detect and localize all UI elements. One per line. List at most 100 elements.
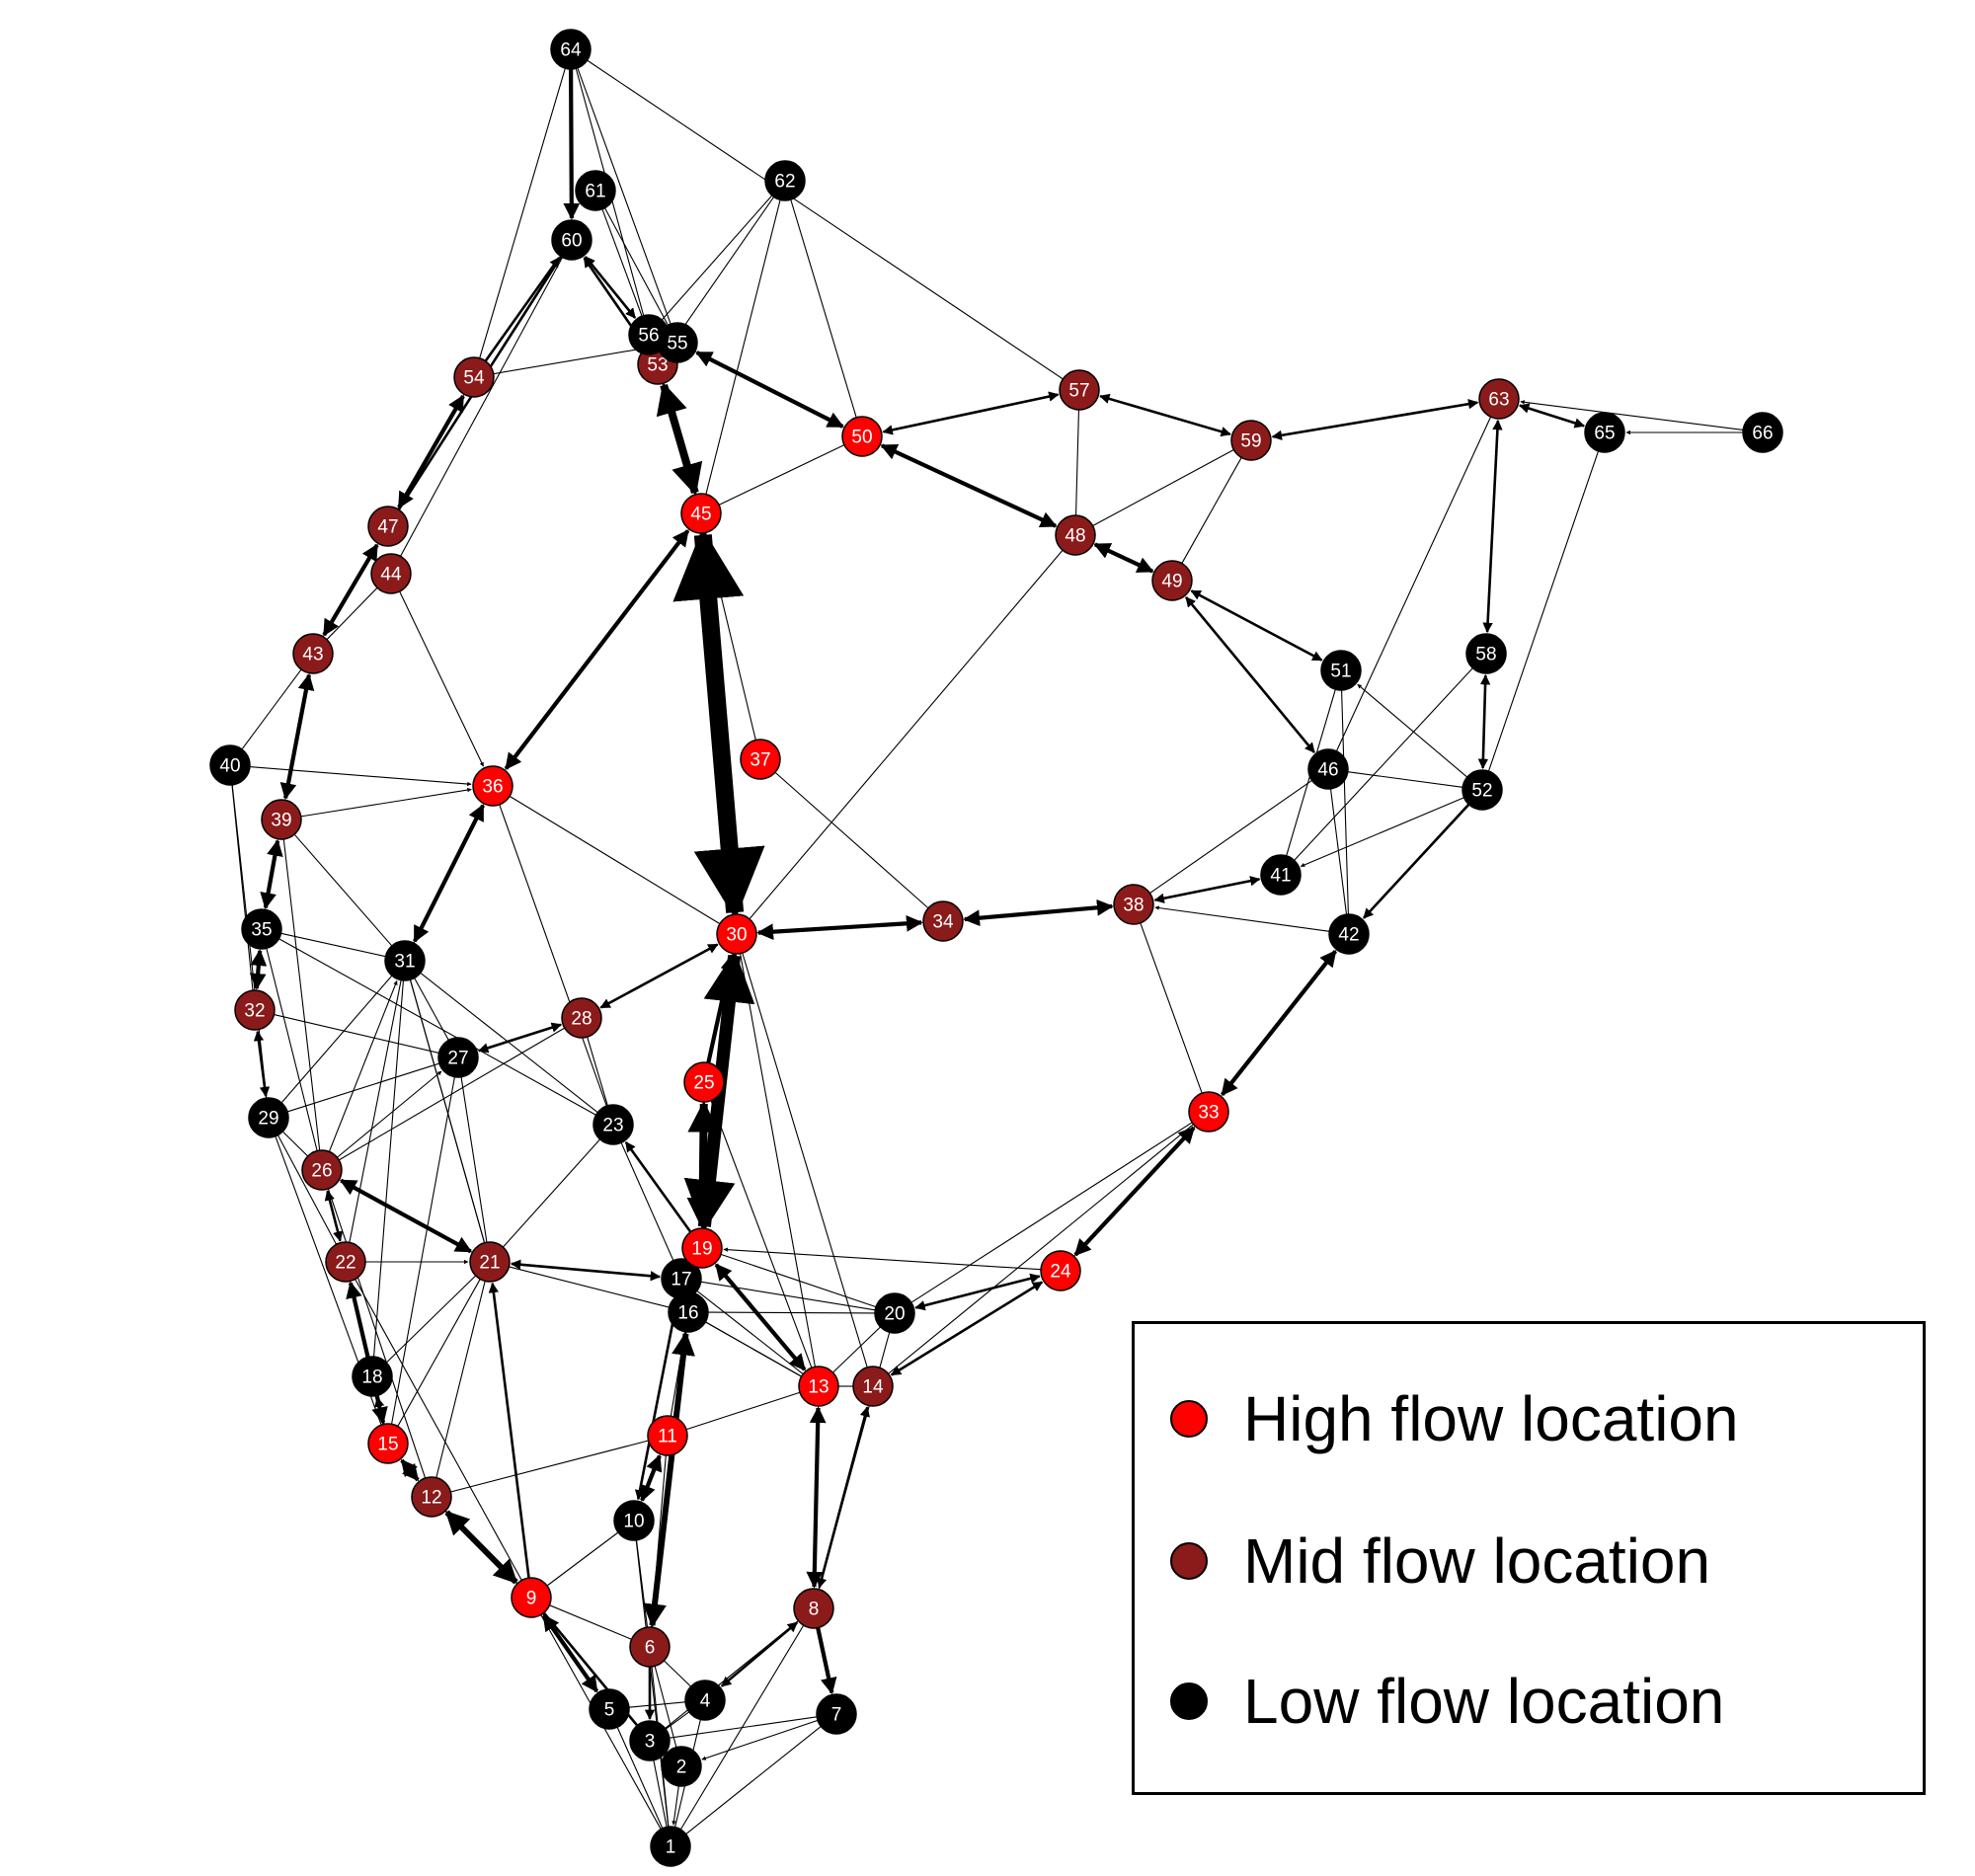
edge-21-26: [339, 1178, 473, 1254]
node-circle-7: [816, 1693, 857, 1735]
edge-28-27: [477, 1022, 563, 1054]
edge-19-20: [720, 1253, 877, 1308]
edge-45-50: [718, 444, 845, 506]
node-17: 17: [661, 1258, 702, 1299]
edge-37-45: [705, 532, 756, 741]
edge-60-56: [584, 256, 637, 319]
node-circle-23: [592, 1104, 634, 1145]
node-label-55: 55: [667, 334, 687, 354]
edge-28-23: [587, 1037, 608, 1106]
node-circle-33: [1188, 1091, 1229, 1133]
node-circle-42: [1328, 913, 1370, 955]
node-circle-35: [241, 908, 282, 950]
node-15: 15: [367, 1423, 409, 1464]
node-29: 29: [248, 1097, 289, 1138]
node-14: 14: [852, 1366, 894, 1407]
node-circle-27: [437, 1037, 479, 1078]
node-45: 45: [680, 493, 722, 534]
edge-26-35: [266, 948, 318, 1151]
edge-30-48: [749, 549, 1064, 920]
node-label-60: 60: [561, 231, 582, 252]
node-label-64: 64: [560, 40, 582, 61]
node-circle-14: [852, 1366, 894, 1407]
edge-9-6: [549, 1604, 632, 1640]
node-label-35: 35: [251, 920, 272, 941]
node-label-37: 37: [750, 750, 770, 771]
node-label-66: 66: [1752, 424, 1773, 444]
node-47: 47: [367, 506, 409, 547]
edge-48-49: [1093, 542, 1154, 574]
edge-62-56: [661, 195, 773, 321]
node-label-36: 36: [482, 777, 503, 798]
edge-35-31: [280, 932, 386, 958]
node-6: 6: [629, 1626, 671, 1668]
node-circle-25: [683, 1061, 725, 1103]
edge-59-49: [1181, 457, 1242, 564]
node-25: 25: [683, 1061, 725, 1103]
node-28: 28: [561, 997, 602, 1039]
edge-15-21: [397, 1279, 481, 1427]
node-circle-22: [325, 1241, 366, 1283]
node-circle-57: [1059, 369, 1100, 411]
edge-61-55: [604, 207, 669, 326]
edge-5-4: [628, 1701, 686, 1708]
edge-64-60: [563, 68, 581, 220]
node-label-47: 47: [377, 517, 398, 538]
edge-16-6: [643, 1331, 695, 1628]
edge-3-1: [653, 1759, 668, 1828]
edge-7-1: [685, 1726, 822, 1835]
edge-6-4: [664, 1660, 691, 1687]
edge-4-3: [665, 1711, 690, 1730]
edge-27-15: [391, 1076, 455, 1425]
node-circle-32: [234, 989, 276, 1031]
edge-38-41: [1153, 876, 1261, 903]
node-circle-5: [589, 1688, 630, 1730]
node-label-48: 48: [1065, 526, 1085, 547]
node-circle-59: [1230, 420, 1272, 461]
edge-44-60: [400, 257, 563, 557]
edge-54-55: [493, 345, 659, 375]
node-60: 60: [551, 219, 592, 261]
node-13: 13: [798, 1366, 839, 1407]
high-flow-dot-icon: [1170, 1400, 1208, 1438]
node-label-58: 58: [1475, 645, 1496, 665]
node-circle-52: [1462, 769, 1503, 811]
edge-26-27: [337, 1070, 442, 1158]
edge-21-16: [509, 1266, 670, 1308]
node-circle-19: [681, 1227, 723, 1269]
node-circle-4: [684, 1680, 726, 1721]
node-circle-38: [1113, 884, 1154, 925]
legend-label-high: High flow location: [1243, 1383, 1739, 1454]
edge-26-31: [328, 980, 398, 1152]
legend: High flow location Mid flow location Low…: [1132, 1321, 1926, 1795]
edge-64-55: [577, 67, 672, 325]
node-label-26: 26: [311, 1161, 332, 1182]
edge-19-13: [714, 1263, 807, 1371]
edge-22-29: [276, 1134, 338, 1245]
edge-11-16: [670, 1331, 686, 1417]
edge-64-57: [587, 59, 1064, 380]
node-label-18: 18: [361, 1368, 382, 1388]
node-40: 40: [209, 744, 251, 786]
edge-40-43: [241, 668, 302, 750]
edge-11-12: [450, 1440, 649, 1493]
edge-17-20: [700, 1281, 876, 1311]
edge-38-33: [1140, 922, 1203, 1094]
node-circle-44: [370, 553, 412, 594]
edge-24-20: [914, 1273, 1041, 1311]
edge-25-19: [686, 1100, 720, 1230]
edge-34-38: [963, 899, 1114, 927]
edge-37-34: [774, 771, 929, 909]
edge-45-36: [504, 529, 690, 770]
node-66: 66: [1742, 412, 1783, 453]
node-9: 9: [511, 1577, 552, 1618]
node-label-30: 30: [726, 925, 747, 946]
edge-62-50: [790, 198, 857, 419]
edge-30-45: [672, 527, 765, 920]
edge-25-13: [710, 1100, 813, 1368]
edge-59-48: [1092, 449, 1234, 526]
edge-58-52: [1477, 673, 1491, 770]
edge-15-18: [374, 1396, 385, 1425]
node-circle-39: [261, 799, 302, 840]
legend-item-high: High flow location: [1170, 1379, 1739, 1458]
